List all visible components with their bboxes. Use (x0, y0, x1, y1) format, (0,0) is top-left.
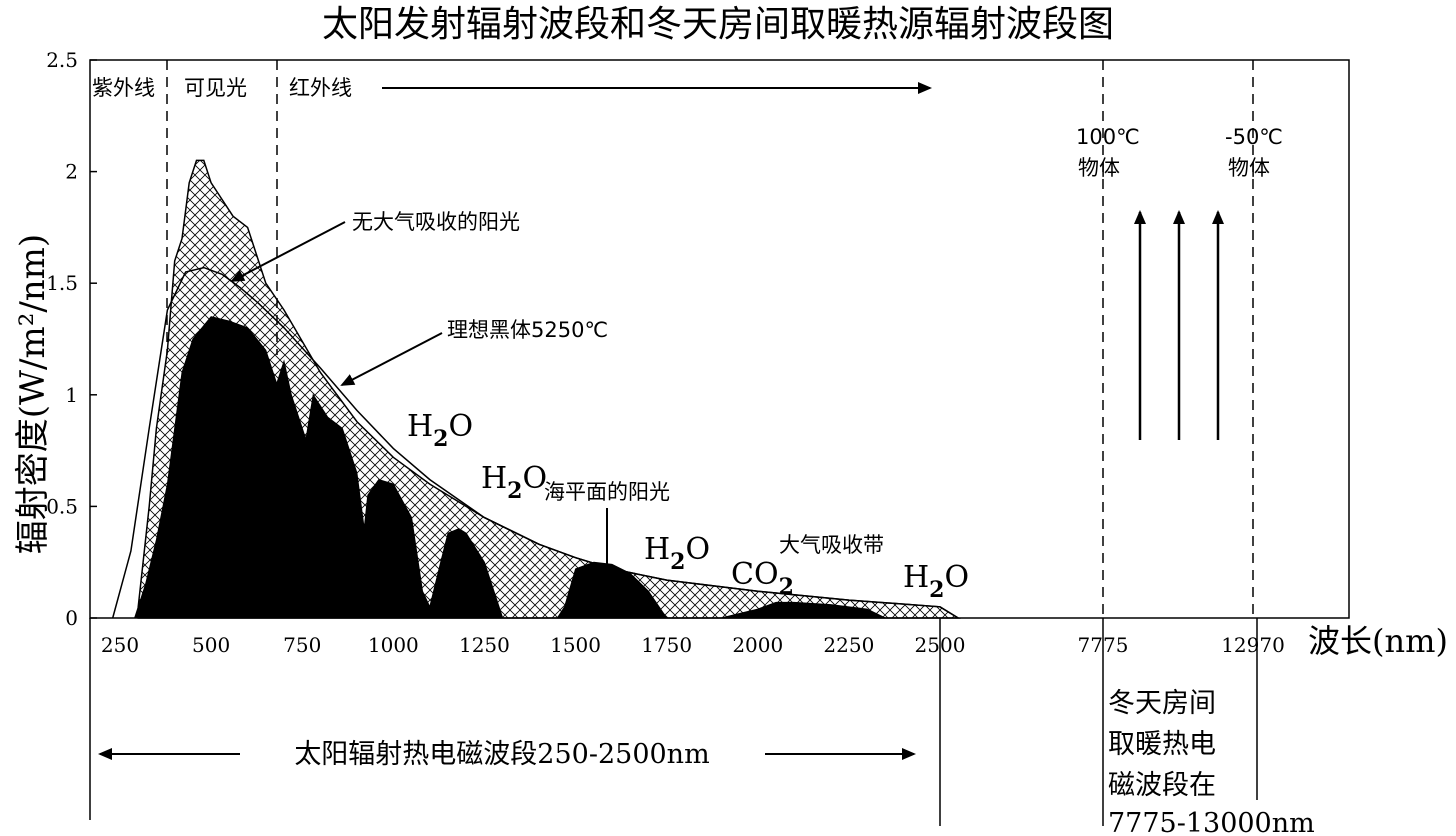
svg-text:H2O: H2O (644, 532, 710, 575)
svg-text:H2O: H2O (903, 560, 969, 603)
x-tick-label: 12970 (1221, 633, 1285, 657)
y-tick-label: 1 (65, 383, 78, 407)
obj-m50-temp: -50℃ (1225, 125, 1283, 149)
x-tick-label: 2250 (823, 633, 874, 657)
svg-text:CO2: CO2 (731, 557, 794, 600)
x-tick-label: 1750 (641, 633, 692, 657)
x-tick-label: 1000 (368, 633, 419, 657)
sea-level-label: 海平面的阳光 (544, 480, 670, 504)
x-tick-label: 500 (192, 633, 230, 657)
y-tick-label: 2 (65, 160, 78, 184)
room-band-line-4: 7775-13000nm (1108, 808, 1315, 836)
visible-band-label: 可见光 (184, 76, 247, 100)
svg-text:H2O: H2O (481, 461, 547, 504)
y-ticks: 0 0.5 1 1.5 2 2.5 (46, 48, 97, 630)
infrared-band-label: 红外线 (289, 76, 352, 100)
room-band-line-3: 磁波段在 (1108, 770, 1216, 801)
blackbody-label: 理想黑体5250℃ (447, 318, 608, 342)
x-tick-label: 750 (283, 633, 321, 657)
h2o-label-3: H2O (644, 532, 710, 575)
h2o-label-2: H2O (481, 461, 547, 504)
x-tick-label: 1500 (550, 633, 601, 657)
x-ticks: 250 500 750 1000 1250 1500 1750 2000 2250 2500 777… (101, 633, 1285, 657)
svg-text:H2O: H2O (407, 409, 473, 452)
obj-m50-name: 物体 (1228, 156, 1270, 180)
h2o-label-1: H2O (407, 409, 473, 452)
room-band-line-2: 取暖热电 (1108, 729, 1216, 760)
x-axis-label: 波长(nm) (1308, 622, 1448, 660)
y-tick-label: 2.5 (46, 48, 78, 72)
uv-band-label: 紫外线 (92, 76, 155, 100)
absorption-band-label: 大气吸收带 (779, 533, 884, 557)
y-tick-label: 0 (65, 606, 78, 630)
x-tick-label: 2000 (732, 633, 783, 657)
sun-no-atm-pointer (230, 221, 346, 282)
room-band-line-1: 冬天房间 (1108, 688, 1216, 719)
obj-100-temp: 100℃ (1076, 125, 1140, 149)
y-axis-label: 辐射密度(W/m²/nm) (13, 234, 53, 554)
y-tick-label: 1.5 (46, 271, 78, 295)
chart-title: 太阳发射辐射波段和冬天房间取暖热源辐射波段图 (322, 4, 1114, 45)
co2-label: CO2 (731, 557, 794, 600)
solar-band-label: 太阳辐射热电磁波段250-2500nm (294, 739, 709, 770)
blackbody-pointer (340, 332, 443, 386)
sun-no-atm-label: 无大气吸收的阳光 (352, 210, 520, 234)
x-tick-label: 250 (101, 633, 139, 657)
sea-level-area (133, 316, 886, 619)
h2o-label-4: H2O (903, 560, 969, 603)
obj-100-name: 物体 (1078, 156, 1120, 180)
y-tick-label: 0.5 (46, 494, 78, 518)
x-tick-label: 1250 (459, 633, 510, 657)
